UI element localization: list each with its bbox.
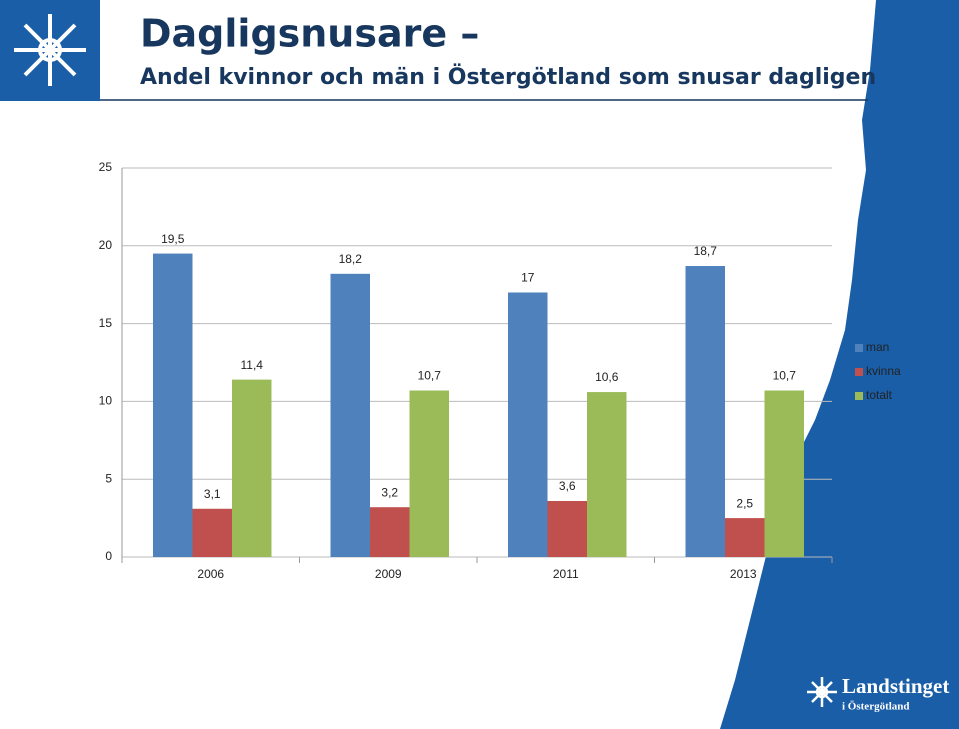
chart: 0 5 10 15 20 25 2006 19,5 3,1 11,4 2009 18,2 3,2 10,7… [99, 160, 901, 581]
bar [685, 266, 725, 557]
bar [409, 390, 449, 557]
bar [330, 273, 370, 557]
y-tick-label: 15 [99, 316, 113, 330]
small-snowflake [807, 677, 837, 707]
bar [587, 392, 627, 557]
bar [725, 518, 765, 557]
bar [547, 500, 587, 557]
bar [153, 253, 193, 557]
coastline [720, 0, 959, 729]
value-label: 3,6 [559, 479, 576, 493]
bar [192, 508, 232, 557]
y-tick-label: 20 [99, 238, 113, 252]
logo-name: Landstinget [842, 674, 949, 698]
value-label: 19,5 [161, 232, 185, 246]
y-tick-label: 0 [105, 549, 112, 563]
logo-sub: i Östergötland [842, 700, 910, 713]
value-label: 18,7 [694, 244, 718, 258]
value-label: 10,7 [418, 369, 442, 383]
value-label: 3,2 [381, 485, 398, 499]
bar [370, 507, 410, 557]
x-tick-label: 2011 [553, 567, 579, 581]
legend-swatch [855, 368, 863, 376]
y-tick-label: 10 [99, 394, 113, 408]
value-label: 3,1 [204, 487, 221, 501]
x-tick-label: 2006 [197, 567, 224, 581]
bar [508, 292, 548, 557]
bar [764, 390, 804, 557]
x-tick-label: 2013 [730, 567, 757, 581]
value-label: 17 [521, 271, 535, 285]
x-tick-label: 2009 [375, 567, 402, 581]
legend-swatch [855, 392, 863, 400]
subtitle: Andel kvinnor och män i Östergötland som… [140, 64, 876, 90]
y-tick-label: 25 [99, 160, 113, 174]
legend-label: kvinna [866, 364, 901, 378]
value-label: 10,6 [595, 370, 619, 384]
legend-swatch [855, 344, 863, 352]
title: Dagligsnusare – [140, 12, 479, 56]
y-tick-label: 5 [105, 471, 112, 485]
value-label: 18,2 [339, 252, 363, 266]
bar [232, 379, 272, 557]
legend-label: man [866, 340, 889, 354]
value-label: 2,5 [736, 496, 753, 510]
snowflake [14, 14, 86, 86]
value-label: 10,7 [773, 369, 797, 383]
value-label: 11,4 [241, 358, 264, 372]
legend-label: totalt [866, 388, 893, 402]
